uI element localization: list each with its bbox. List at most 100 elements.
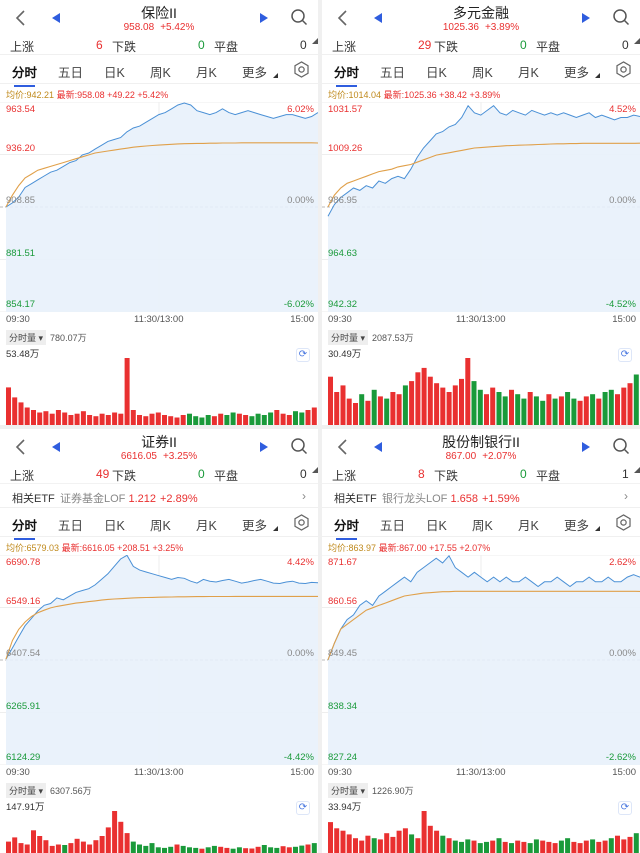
tab-more[interactable]: 更多 xyxy=(564,519,590,533)
settings-icon[interactable] xyxy=(293,514,310,531)
volume-bar xyxy=(49,845,55,853)
flat-label: 平盘 xyxy=(214,40,239,54)
tab-week-k[interactable]: 周K xyxy=(472,519,493,533)
tab-day-k[interactable]: 日K xyxy=(426,519,447,533)
related-etf-row[interactable]: 相关ETF 银行龙头LOF 1.658 +1.59% › xyxy=(322,483,640,507)
back-icon[interactable] xyxy=(14,437,28,457)
tab-five-day[interactable]: 五日 xyxy=(58,519,84,533)
volume-bar xyxy=(596,841,602,853)
intraday-price-chart[interactable] xyxy=(322,555,640,765)
tab-day-k[interactable]: 日K xyxy=(104,66,125,80)
volume-bar xyxy=(465,358,471,425)
intraday-price-chart[interactable] xyxy=(322,102,640,312)
percent-axis-label: 4.42% xyxy=(287,557,314,568)
refresh-icon[interactable]: ⟳ xyxy=(296,801,310,815)
up-count: 6 xyxy=(96,38,103,52)
volume-bar xyxy=(24,844,30,853)
volume-bar xyxy=(409,834,415,853)
related-etf-row[interactable]: 相关ETF 证券基金LOF 1.212 +2.89% › xyxy=(0,483,318,507)
refresh-icon[interactable]: ⟳ xyxy=(296,348,310,362)
settings-icon[interactable] xyxy=(615,61,632,78)
tab-five-day[interactable]: 五日 xyxy=(380,66,406,80)
search-icon[interactable] xyxy=(290,437,308,455)
prev-sector-icon[interactable] xyxy=(52,442,60,452)
prev-sector-icon[interactable] xyxy=(52,13,60,23)
volume-bar xyxy=(434,383,440,425)
tab-week-k[interactable]: 周K xyxy=(150,66,171,80)
price-area xyxy=(6,555,318,765)
volume-indicator-select[interactable]: 分时量 ▾ xyxy=(328,330,369,345)
volume-bar xyxy=(521,398,527,425)
volume-bar xyxy=(440,835,446,853)
chevron-right-icon[interactable]: › xyxy=(302,489,306,503)
volume-bar xyxy=(293,411,298,425)
avg-price-line xyxy=(327,142,640,208)
expand-corner-icon[interactable] xyxy=(634,38,640,44)
down-count: 0 xyxy=(520,467,527,481)
settings-icon[interactable] xyxy=(293,61,310,78)
next-sector-icon[interactable] xyxy=(260,442,268,452)
back-icon[interactable] xyxy=(336,8,350,28)
volume-bar xyxy=(602,392,608,425)
volume-indicator-select[interactable]: 分时量 ▾ xyxy=(6,783,47,798)
percent-axis-label: 0.00% xyxy=(609,648,636,659)
expand-corner-icon[interactable] xyxy=(634,467,640,473)
volume-bar xyxy=(49,413,55,425)
next-sector-icon[interactable] xyxy=(582,13,590,23)
next-sector-icon[interactable] xyxy=(582,442,590,452)
tab-day-k[interactable]: 日K xyxy=(426,66,447,80)
volume-bar xyxy=(130,841,136,853)
volume-bar xyxy=(68,415,74,425)
prev-sector-icon[interactable] xyxy=(374,13,382,23)
tab-minute[interactable]: 分时 xyxy=(334,62,359,87)
volume-bar xyxy=(334,392,340,425)
refresh-icon[interactable]: ⟳ xyxy=(618,348,632,362)
intraday-price-chart[interactable] xyxy=(0,555,318,765)
latest-price: 最新:867.00 +17.55 +2.07% xyxy=(378,543,491,553)
related-etf-label: 相关ETF xyxy=(12,493,55,505)
back-icon[interactable] xyxy=(14,8,28,28)
expand-corner-icon[interactable] xyxy=(312,467,318,473)
tab-week-k[interactable]: 周K xyxy=(150,519,171,533)
volume-bar xyxy=(390,836,396,853)
chevron-right-icon[interactable]: › xyxy=(624,489,628,503)
tab-more[interactable]: 更多 xyxy=(242,66,268,80)
tab-five-day[interactable]: 五日 xyxy=(58,66,84,80)
search-icon[interactable] xyxy=(612,437,630,455)
tab-more[interactable]: 更多 xyxy=(242,519,268,533)
volume-chart xyxy=(328,811,639,853)
tab-day-k[interactable]: 日K xyxy=(104,519,125,533)
volume-total: 2087.53万 xyxy=(372,333,414,343)
sector-title: 保险II xyxy=(141,5,177,21)
tab-minute[interactable]: 分时 xyxy=(334,515,359,540)
volume-indicator-select[interactable]: 分时量 ▾ xyxy=(328,783,369,798)
tab-minute[interactable]: 分时 xyxy=(12,515,37,540)
settings-icon[interactable] xyxy=(615,514,632,531)
volume-bar xyxy=(218,846,224,853)
tab-month-k[interactable]: 月K xyxy=(518,519,539,533)
expand-corner-icon[interactable] xyxy=(312,38,318,44)
tab-five-day[interactable]: 五日 xyxy=(380,519,406,533)
refresh-icon[interactable]: ⟳ xyxy=(618,801,632,815)
back-icon[interactable] xyxy=(336,437,350,457)
percent-axis-label: 0.00% xyxy=(609,195,636,206)
intraday-price-chart[interactable] xyxy=(0,102,318,312)
tab-month-k[interactable]: 月K xyxy=(196,66,217,80)
next-sector-icon[interactable] xyxy=(260,13,268,23)
volume-indicator-select[interactable]: 分时量 ▾ xyxy=(6,330,47,345)
tab-minute[interactable]: 分时 xyxy=(12,62,37,87)
up-label: 上涨 xyxy=(10,40,35,54)
volume-bar xyxy=(540,840,546,853)
search-icon[interactable] xyxy=(612,8,630,26)
tab-month-k[interactable]: 月K xyxy=(518,66,539,80)
search-icon[interactable] xyxy=(290,8,308,26)
time-close: 15:00 xyxy=(612,314,636,325)
prev-sector-icon[interactable] xyxy=(374,442,382,452)
volume-bar xyxy=(149,413,155,425)
price-axis-label: 1031.57 xyxy=(328,104,363,115)
avg-price-line xyxy=(5,142,318,208)
tab-more[interactable]: 更多 xyxy=(564,66,590,80)
tab-week-k[interactable]: 周K xyxy=(472,66,493,80)
tab-month-k[interactable]: 月K xyxy=(196,519,217,533)
